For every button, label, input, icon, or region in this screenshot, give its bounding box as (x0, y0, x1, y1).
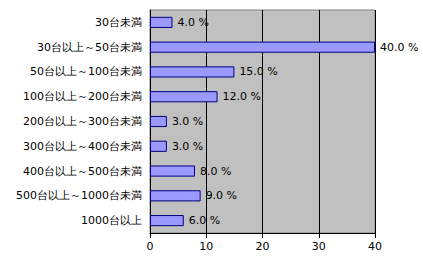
svg-text:9.0 %: 9.0 % (206, 189, 237, 202)
svg-text:0: 0 (147, 240, 154, 253)
svg-text:100台以上～200台未満: 100台以上～200台未満 (23, 90, 142, 103)
svg-text:15.0 %: 15.0 % (239, 65, 277, 78)
svg-text:400台以上～500台未満: 400台以上～500台未満 (23, 165, 142, 178)
svg-text:12.0 %: 12.0 % (223, 90, 261, 103)
svg-text:30台以上～50台未満: 30台以上～50台未満 (37, 41, 142, 54)
svg-text:3.0 %: 3.0 % (172, 140, 203, 153)
svg-text:50台以上～100台未満: 50台以上～100台未満 (30, 65, 142, 78)
svg-text:20: 20 (256, 240, 270, 253)
svg-text:40.0 %: 40.0 % (380, 41, 418, 54)
svg-text:4.0 %: 4.0 % (178, 16, 209, 29)
svg-text:300台以上～400台未満: 300台以上～400台未満 (23, 140, 142, 153)
svg-text:30: 30 (312, 240, 326, 253)
svg-text:30台未満: 30台未満 (95, 16, 142, 29)
svg-text:500台以上～1000台未満: 500台以上～1000台未満 (16, 189, 142, 202)
svg-text:6.0 %: 6.0 % (189, 214, 220, 227)
svg-text:3.0 %: 3.0 % (172, 115, 203, 128)
svg-text:1000台以上: 1000台以上 (81, 214, 142, 227)
svg-text:200台以上～300台未満: 200台以上～300台未満 (23, 115, 142, 128)
svg-text:8.0 %: 8.0 % (200, 165, 231, 178)
svg-text:10: 10 (199, 240, 213, 253)
svg-text:40: 40 (368, 240, 382, 253)
